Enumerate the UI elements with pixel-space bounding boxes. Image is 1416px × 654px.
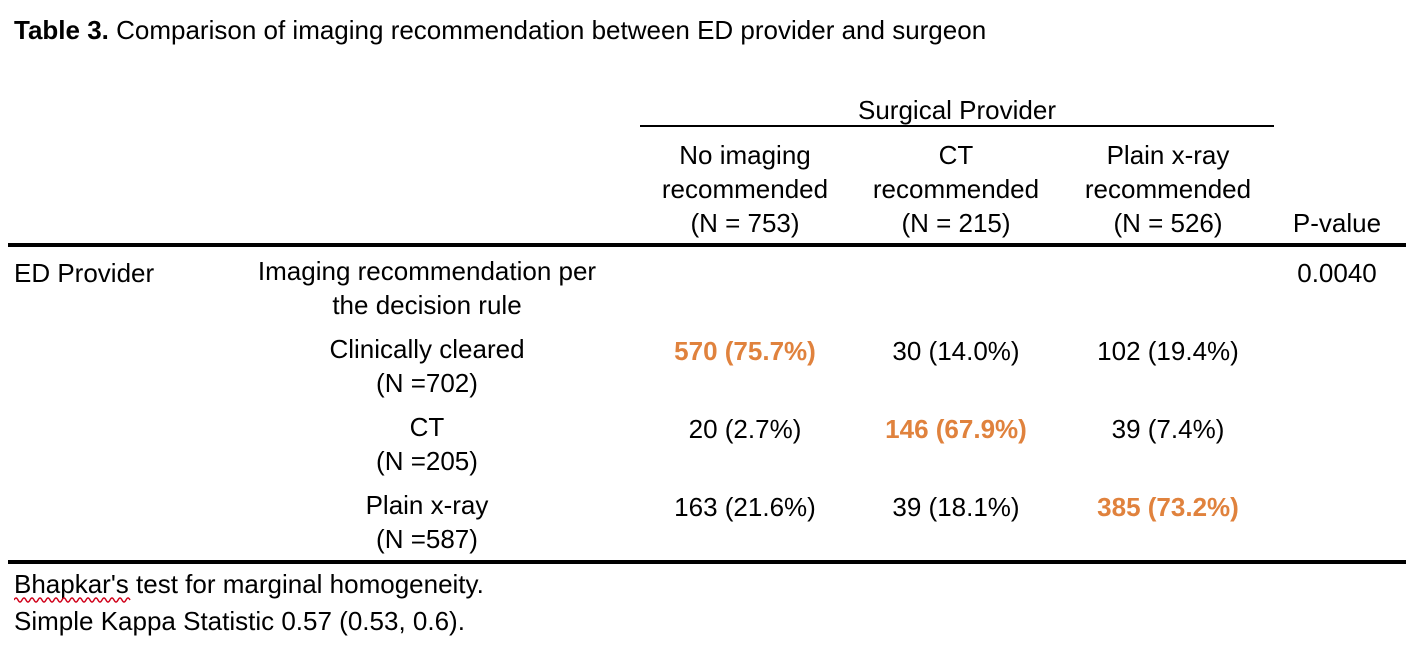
- row-label: Clinically cleared (N =702): [222, 332, 632, 400]
- table-cell: 385 (73.2%): [1097, 492, 1239, 522]
- column-group-rule: [640, 125, 1274, 127]
- column-header-line: (N = 215): [901, 208, 1011, 238]
- pvalue-cell: 0.0040: [1297, 258, 1377, 288]
- column-header-plain-xray: Plain x-ray recommended (N = 526): [1062, 138, 1274, 240]
- bottom-rule: [8, 560, 1406, 564]
- row-label-line: (N =587): [376, 524, 478, 554]
- row-label-line: (N =702): [376, 368, 478, 398]
- header-rule: [8, 243, 1406, 247]
- column-header-line: CT: [938, 140, 974, 170]
- column-group-label: Surgical Provider: [858, 95, 1056, 125]
- row-label: Plain x-ray (N =587): [222, 488, 632, 556]
- table-caption: Table 3. Comparison of imaging recommend…: [14, 14, 986, 46]
- table-caption-label: Table 3.: [14, 15, 109, 45]
- column-header-line: No imaging: [679, 140, 811, 170]
- table-cell: 102 (19.4%): [1097, 336, 1239, 366]
- footnote-line: Simple Kappa Statistic 0.57 (0.53, 0.6).: [14, 606, 465, 636]
- row-group-label: ED Provider: [14, 258, 155, 288]
- table-cell: 146 (67.9%): [885, 414, 1027, 444]
- row-subheading-line: Imaging recommendation per: [257, 256, 597, 286]
- column-header-line: Plain x-ray: [1106, 140, 1230, 170]
- column-header-line: recommended: [1084, 174, 1252, 204]
- table-cell: 30 (14.0%): [892, 336, 1020, 366]
- column-header-line: recommended: [872, 174, 1040, 204]
- row-label-line: (N =205): [376, 446, 478, 476]
- column-header-line: (N = 753): [690, 208, 800, 238]
- footnote-line: Bhapkar's test for marginal homogeneity.: [14, 569, 484, 599]
- row-label-line: Clinically cleared: [329, 334, 525, 364]
- table-cell: 570 (75.7%): [674, 336, 816, 366]
- column-header-ct: CT recommended (N = 215): [850, 138, 1062, 240]
- table-cell: 20 (2.7%): [688, 414, 802, 444]
- column-header-line: recommended: [661, 174, 829, 204]
- column-header-line: (N = 526): [1113, 208, 1223, 238]
- row-label: CT (N =205): [222, 410, 632, 478]
- table-cell: 39 (18.1%): [892, 492, 1020, 522]
- table-cell: 39 (7.4%): [1111, 414, 1225, 444]
- table-cell: 163 (21.6%): [674, 492, 816, 522]
- row-label-line: Plain x-ray: [365, 490, 489, 520]
- table-caption-text: Comparison of imaging recommendation bet…: [108, 15, 987, 45]
- row-subheading: Imaging recommendation per the decision …: [222, 254, 632, 322]
- spellcheck-underline: [14, 597, 131, 603]
- row-label-line: CT: [409, 412, 445, 442]
- column-header-pvalue: P-value: [1292, 208, 1382, 238]
- row-subheading-line: the decision rule: [332, 290, 522, 320]
- column-header-no-imaging: No imaging recommended (N = 753): [640, 138, 850, 240]
